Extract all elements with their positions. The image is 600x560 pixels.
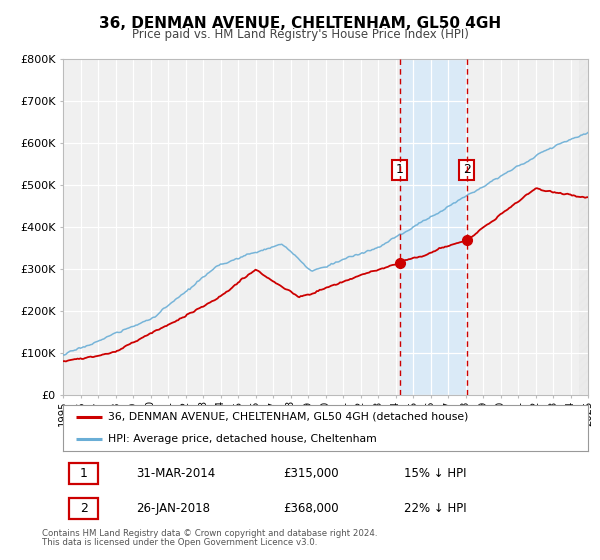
Text: 15% ↓ HPI: 15% ↓ HPI [404, 467, 467, 480]
Text: £315,000: £315,000 [284, 467, 339, 480]
Text: 1: 1 [396, 163, 404, 176]
Text: 26-JAN-2018: 26-JAN-2018 [137, 502, 211, 515]
Bar [400, 59, 467, 395]
Bar [579, 59, 589, 395]
Text: 36, DENMAN AVENUE, CHELTENHAM, GL50 4GH (detached house): 36, DENMAN AVENUE, CHELTENHAM, GL50 4GH … [107, 412, 468, 422]
Text: 1: 1 [80, 467, 88, 480]
Text: 36, DENMAN AVENUE, CHELTENHAM, GL50 4GH: 36, DENMAN AVENUE, CHELTENHAM, GL50 4GH [99, 16, 501, 31]
FancyBboxPatch shape [70, 498, 98, 519]
Text: This data is licensed under the Open Government Licence v3.0.: This data is licensed under the Open Gov… [42, 538, 317, 547]
Bar [579, 59, 589, 395]
Text: HPI: Average price, detached house, Cheltenham: HPI: Average price, detached house, Chel… [107, 434, 376, 444]
Text: 2: 2 [463, 163, 470, 176]
FancyBboxPatch shape [70, 463, 98, 484]
Text: 2: 2 [80, 502, 88, 515]
Text: £368,000: £368,000 [284, 502, 339, 515]
Text: Price paid vs. HM Land Registry's House Price Index (HPI): Price paid vs. HM Land Registry's House … [131, 28, 469, 41]
Text: Contains HM Land Registry data © Crown copyright and database right 2024.: Contains HM Land Registry data © Crown c… [42, 529, 377, 538]
Text: 22% ↓ HPI: 22% ↓ HPI [404, 502, 467, 515]
Text: 31-MAR-2014: 31-MAR-2014 [137, 467, 216, 480]
